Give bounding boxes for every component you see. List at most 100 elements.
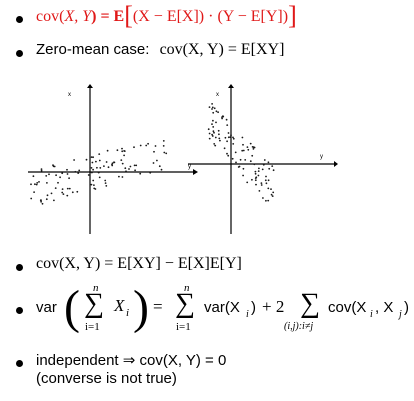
right-y-axis-label: x (216, 92, 219, 98)
scatter-point (221, 117, 223, 120)
bullet-dot-1 (16, 16, 23, 23)
scatter-point (129, 165, 132, 168)
scatter-point (215, 110, 218, 113)
scatter-point (46, 182, 48, 184)
scatter-point (118, 175, 120, 178)
scatter-point (211, 103, 213, 105)
scatter-point (211, 106, 214, 109)
scatter-point (212, 126, 215, 128)
scatter-point (41, 202, 44, 205)
independence-line: independent ⇒ cov(X, Y) = 0 (36, 352, 227, 369)
cov-vars: X, Y (64, 8, 92, 25)
scatter-point (247, 148, 250, 151)
scatter-point (121, 147, 123, 150)
scatter-point (213, 131, 215, 134)
scatter-point (152, 162, 155, 164)
scatter-point (218, 133, 220, 136)
scatter-point (226, 124, 229, 126)
var-xi-sub: i (246, 309, 249, 320)
left-scatter-points (30, 140, 168, 205)
bullet-dot-3 (16, 264, 23, 271)
scatter-point (105, 161, 108, 163)
scatter-point (149, 171, 152, 174)
scatter-point (258, 190, 261, 192)
scatter-point (76, 190, 79, 193)
scatter-point (40, 168, 43, 170)
cov-expansion: cov(X, Y) = E[XY] − E[X]E[Y] (36, 255, 242, 272)
scatter-point (267, 161, 270, 164)
scatter-point (123, 154, 125, 157)
scatter-point (35, 183, 38, 186)
scatter-point (231, 157, 234, 160)
left-y-axis-label: x (68, 92, 71, 98)
cov-close: ) (404, 299, 409, 316)
plus-two: + 2 (262, 297, 285, 316)
sum-symbol-3: ∑ (300, 288, 320, 319)
scatter-point (239, 158, 242, 161)
scatter-point (213, 107, 216, 110)
scatter-point (242, 167, 245, 170)
scatter-point (218, 137, 221, 140)
equals-sign: = (153, 297, 163, 316)
scatter-point (270, 188, 272, 190)
scatter-point (227, 136, 230, 139)
scatter-point (271, 195, 274, 197)
scatter-point (235, 161, 237, 164)
scatter-point (40, 200, 42, 203)
scatter-point (229, 136, 232, 138)
scatter-point (92, 156, 94, 159)
scatter-point (95, 160, 97, 163)
scatter-point (39, 199, 42, 202)
scatter-point (207, 128, 210, 131)
scatter-point (267, 199, 270, 202)
scatter-point (57, 181, 59, 184)
scatter-point (208, 132, 211, 135)
scatter-point (257, 174, 260, 177)
scatter-point (237, 166, 240, 168)
scatter-point (66, 194, 69, 197)
sum-symbol-1: ∑ (84, 288, 104, 319)
var-xi-close: ) (251, 299, 256, 316)
scatter-point (45, 198, 48, 201)
scatter-point (254, 172, 257, 175)
scatter-point (32, 175, 35, 178)
scatter-point (104, 179, 107, 182)
scatter-point (124, 167, 127, 170)
scatter-point (45, 175, 48, 177)
var-label: var (36, 299, 57, 316)
scatter-point (212, 130, 215, 133)
zero-mean-line: Zero-mean case: cov(X, Y) = E[XY] (36, 41, 284, 59)
scatter-point (270, 193, 273, 196)
scatter-point (265, 182, 268, 185)
scatter-point (90, 167, 93, 169)
scatter-point (133, 146, 135, 149)
scatter-point (92, 179, 95, 182)
xi-sub: i (126, 307, 130, 319)
scatter-point (211, 108, 213, 110)
scatter-point (33, 191, 35, 193)
right-x-axis-label: y (320, 154, 323, 160)
scatter-point (74, 170, 77, 173)
cov-xi: cov(X (328, 299, 367, 316)
scatter-point (224, 136, 227, 139)
scatter-point (105, 185, 108, 187)
scatter-point (165, 152, 168, 155)
scatter-point (134, 169, 136, 172)
scatter-point (96, 166, 98, 169)
scatter-point (265, 199, 267, 202)
scatter-point (244, 159, 247, 161)
scatter-point (50, 192, 53, 195)
scatter-point (261, 168, 264, 171)
scatter-point (61, 191, 64, 194)
scatter-point (241, 149, 244, 152)
scatter-point (246, 146, 249, 148)
right-paren-big: ) (133, 281, 149, 334)
scatter-point (123, 150, 126, 152)
scatter-point (111, 164, 114, 167)
scatter-point (98, 176, 101, 179)
scatter-point (254, 179, 257, 182)
scatter-point (68, 177, 70, 180)
scatter-point (253, 163, 256, 166)
scatter-point (262, 197, 264, 199)
scatter-point (242, 143, 244, 146)
